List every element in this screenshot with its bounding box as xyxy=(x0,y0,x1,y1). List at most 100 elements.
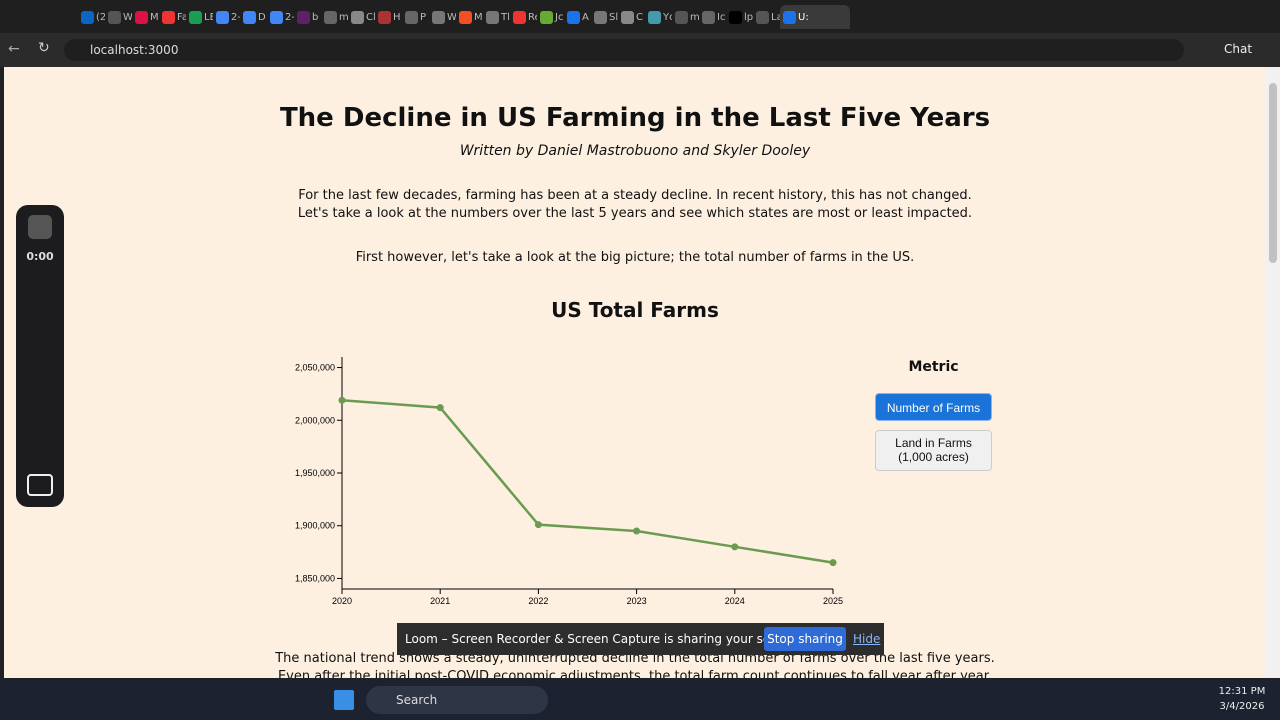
tab-icon xyxy=(81,10,94,24)
y-tick-label: 1,950,000 xyxy=(295,468,335,478)
stop-sharing[interactable]: Stop sharing xyxy=(764,627,846,651)
tab[interactable]: Re xyxy=(510,5,537,29)
data-point xyxy=(338,396,346,404)
tab[interactable]: Fa xyxy=(159,5,186,29)
tab-label: 2- xyxy=(285,11,294,23)
loom-banner: Loom – Screen Recorder & Screen Capture … xyxy=(397,623,884,655)
tab-label: Fa xyxy=(177,11,186,23)
tab[interactable]: (2 xyxy=(78,5,105,29)
tab[interactable]: C xyxy=(618,5,645,29)
data-point xyxy=(534,521,542,529)
tab[interactable]: D xyxy=(240,5,267,29)
intro-line: Let's take a look at the numbers over th… xyxy=(297,206,973,221)
x-tick-label: 2025 xyxy=(823,596,843,606)
tab[interactable]: lp xyxy=(726,5,753,29)
tab[interactable]: Ic xyxy=(699,5,726,29)
tab-label: Sl xyxy=(609,11,618,23)
reload-button[interactable]: ↻ xyxy=(38,40,50,56)
tab-icon xyxy=(351,10,364,24)
x-tick-label: 2022 xyxy=(528,596,548,606)
tab-icon xyxy=(783,10,796,24)
chat-button[interactable]: Chat xyxy=(1224,42,1253,56)
tab-label: Tl xyxy=(501,11,510,23)
loom-message: Loom – Screen Recorder & Screen Capture … xyxy=(405,632,801,646)
address-bar[interactable]: localhost:3000 xyxy=(64,39,1184,61)
data-point xyxy=(731,543,739,551)
tab-icon xyxy=(135,10,148,24)
chart-title: US Total Farms xyxy=(551,298,719,322)
hide-link[interactable]: Hide xyxy=(853,632,881,646)
tab-label: La xyxy=(771,11,780,23)
timer: 0:00 xyxy=(26,250,54,263)
tab-label: A xyxy=(582,11,589,23)
tab[interactable]: H xyxy=(375,5,402,29)
scrollbar[interactable] xyxy=(1266,67,1280,678)
tab-label: lp xyxy=(744,11,753,23)
search-box[interactable]: Search xyxy=(366,686,548,714)
x-tick-label: 2020 xyxy=(332,596,352,606)
metric-button[interactable]: Land in Farms (1,000 acres) xyxy=(875,430,992,471)
tab[interactable]: b xyxy=(294,5,321,29)
back-button[interactable]: ← xyxy=(8,41,20,57)
tab-icon xyxy=(189,10,202,24)
tab[interactable]: W xyxy=(429,5,456,29)
tab-label: 2- xyxy=(231,11,240,23)
metric-button[interactable]: Number of Farms xyxy=(875,393,992,421)
tab-icon xyxy=(540,10,553,24)
data-point xyxy=(633,527,641,535)
tab-label: H xyxy=(393,11,401,23)
tab-strip: (2 W M Fa LE 2- D 2- b m Cl H P W M Tl Re Jc A Sl C Yc m Ic lp La… xyxy=(0,0,1280,33)
tab[interactable]: LE xyxy=(186,5,213,29)
x-tick-label: 2021 xyxy=(430,596,450,606)
tab-label: U: xyxy=(798,11,809,23)
tab-label: P xyxy=(420,11,427,23)
tab-icon xyxy=(486,10,499,24)
tab-icon xyxy=(459,10,472,24)
tab-icon xyxy=(270,10,283,24)
tab-label: M xyxy=(150,11,159,23)
tab-label: D xyxy=(258,11,266,23)
tab-icon xyxy=(216,10,229,24)
tab[interactable]: Sl xyxy=(591,5,618,29)
tab-label: b xyxy=(312,11,319,23)
tab[interactable]: m xyxy=(321,5,348,29)
tab[interactable]: W xyxy=(105,5,132,29)
y-tick-label: 2,050,000 xyxy=(295,363,335,373)
tab[interactable]: M xyxy=(132,5,159,29)
tab[interactable]: m xyxy=(672,5,699,29)
tab-icon xyxy=(297,10,310,24)
tab[interactable]: P xyxy=(402,5,429,29)
tab-label: m xyxy=(339,11,348,23)
metric-title: Metric xyxy=(908,359,959,375)
tab[interactable]: Cl xyxy=(348,5,375,29)
tab[interactable]: 2- xyxy=(213,5,240,29)
tab[interactable]: Tl xyxy=(483,5,510,29)
tab[interactable]: Yc xyxy=(645,5,672,29)
start-button[interactable] xyxy=(334,690,354,710)
tab-icon xyxy=(729,10,742,24)
tab[interactable]: M xyxy=(456,5,483,29)
tab-icon xyxy=(702,10,715,24)
tab-label: Re xyxy=(528,11,537,23)
tab[interactable]: La xyxy=(753,5,780,29)
stop-button[interactable] xyxy=(28,215,52,239)
tab-icon xyxy=(324,10,337,24)
page-title: The Decline in US Farming in the Last Fi… xyxy=(279,103,991,133)
x-tick-label: 2023 xyxy=(627,596,647,606)
camera-button[interactable] xyxy=(27,474,53,496)
tab[interactable]: U: xyxy=(780,5,850,29)
recorder-panel: 0:00 xyxy=(16,205,64,507)
tab-label: M xyxy=(474,11,483,23)
data-line xyxy=(341,398,834,564)
tab[interactable]: Jc xyxy=(537,5,564,29)
scroll-thumb[interactable] xyxy=(1269,83,1277,263)
tab[interactable]: A xyxy=(564,5,591,29)
tab-icon xyxy=(675,10,688,24)
tab-label: W xyxy=(123,11,132,23)
page: The Decline in US Farming in the Last Fi… xyxy=(4,67,1266,678)
clock-date: 3/4/2026 xyxy=(1219,701,1265,712)
tab[interactable]: 2- xyxy=(267,5,294,29)
data-point xyxy=(436,404,444,412)
y-tick-label: 2,000,000 xyxy=(295,415,335,425)
